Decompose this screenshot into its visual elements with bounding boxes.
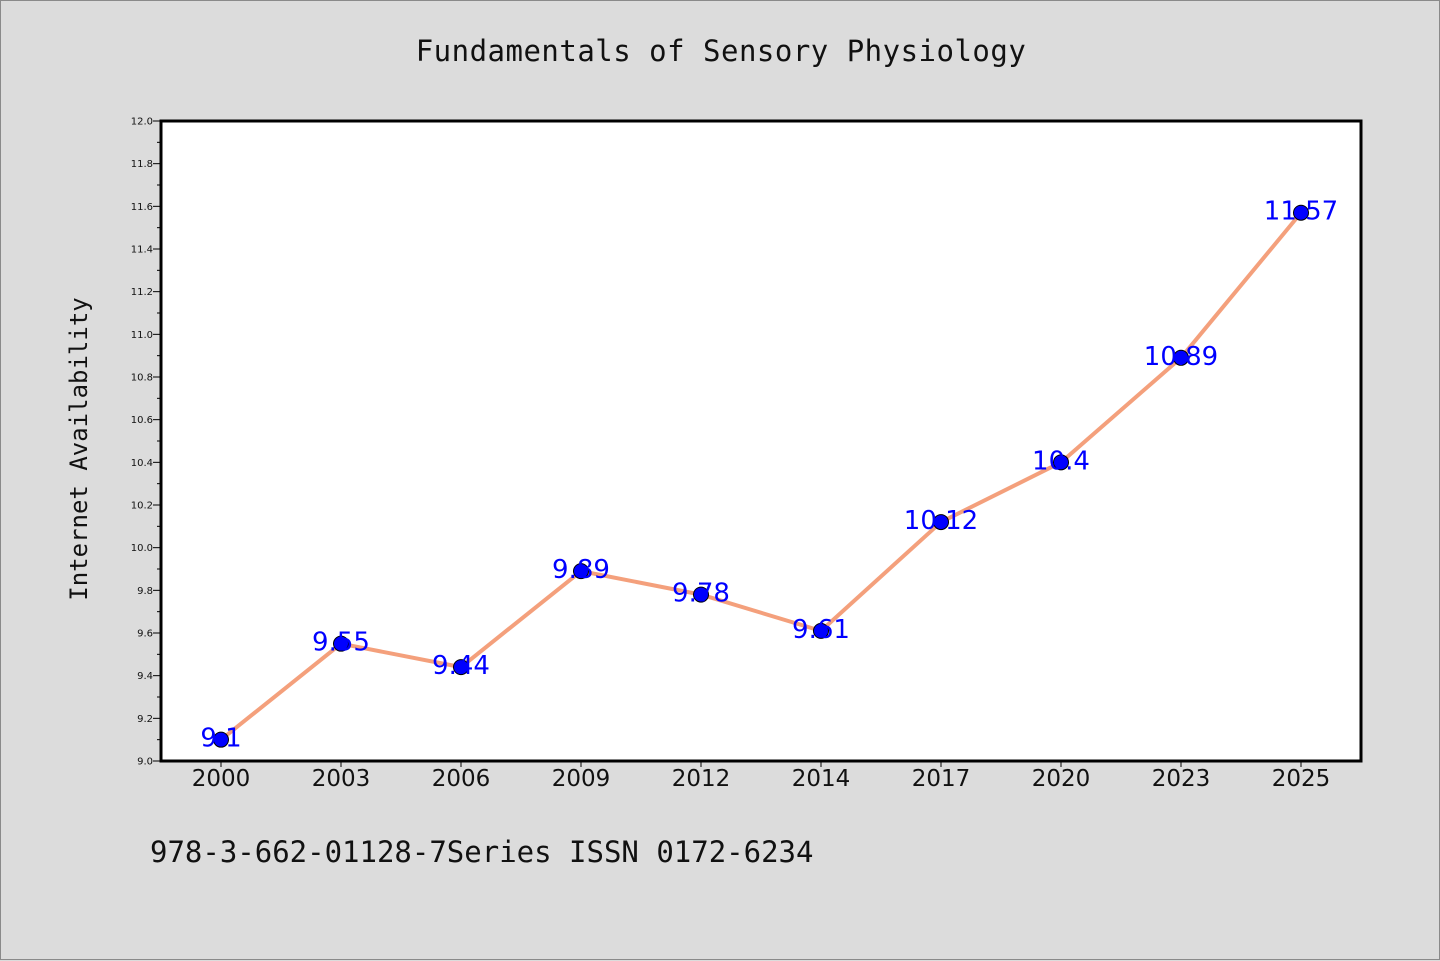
data-label: 9.89 <box>552 555 610 585</box>
series-line <box>219 210 1303 742</box>
data-point <box>333 635 349 652</box>
data-label: 10.89 <box>1144 342 1218 372</box>
y-tick-label: 11.4 <box>131 245 153 256</box>
y-tick-label: 9.6 <box>137 629 153 640</box>
data-point <box>1053 454 1069 471</box>
x-tick-label: 2023 <box>1152 766 1211 792</box>
y-tick-label: 9.0 <box>137 757 153 768</box>
x-tick-label: 2012 <box>672 766 731 792</box>
x-tick-label: 2003 <box>312 766 371 792</box>
x-tick-label: 2009 <box>552 766 611 792</box>
data-label: 9.1 <box>200 724 241 754</box>
y-tick-label: 10.2 <box>131 501 153 512</box>
data-point <box>573 563 589 580</box>
plot-area <box>159 119 1363 763</box>
y-tick-label: 12.0 <box>131 117 153 128</box>
x-axis: 2000 2003 2006 2009 2012 2014 2017 2020 2023 2025 <box>192 761 1331 792</box>
y-tick-label: 10.6 <box>131 415 153 426</box>
x-tick-label: 2025 <box>1272 766 1331 792</box>
y-axis: 9.0 9.2 9.4 9.6 9.8 10.0 10.2 10.4 10.6 10.8 11.0 1… <box>131 117 161 768</box>
y-tick-label: 10.4 <box>131 458 153 469</box>
data-point <box>933 514 949 531</box>
data-point <box>813 622 829 639</box>
data-point <box>453 659 469 676</box>
series-layer: 9.1 9.55 9.44 9.89 9.78 9.61 10.12 10.4 10.89 11.… <box>200 197 1338 754</box>
x-tick-label: 2000 <box>192 766 251 792</box>
data-label: 9.44 <box>432 651 490 681</box>
data-label: 9.61 <box>792 615 850 645</box>
x-tick-label: 2017 <box>912 766 971 792</box>
y-tick-label: 11.6 <box>131 202 153 213</box>
data-point <box>1173 349 1189 366</box>
x-tick-label: 2006 <box>432 766 491 792</box>
chart-title: Fundamentals of Sensory Physiology <box>415 34 1027 68</box>
data-point <box>1293 204 1309 221</box>
y-tick-label: 9.2 <box>137 714 153 725</box>
data-label: 10.12 <box>904 506 978 536</box>
data-label: 10.4 <box>1032 446 1090 476</box>
data-point <box>213 731 229 748</box>
data-label: 11.57 <box>1264 197 1338 227</box>
x-tick-label: 2014 <box>792 766 851 792</box>
x-tick-label: 2020 <box>1032 766 1091 792</box>
y-tick-label: 11.8 <box>131 159 153 170</box>
footer-text: 978-3-662-01128-7Series ISSN 0172-6234 <box>150 835 814 869</box>
data-point <box>693 586 709 603</box>
y-tick-label: 9.4 <box>137 671 153 682</box>
y-tick-label: 10.8 <box>131 373 153 384</box>
y-tick-label: 11.0 <box>131 330 153 341</box>
y-tick-label: 9.8 <box>137 586 153 597</box>
data-label: 9.78 <box>672 579 730 609</box>
y-tick-label: 10.0 <box>131 543 153 554</box>
data-label: 9.55 <box>312 628 370 658</box>
y-tick-label: 11.2 <box>131 287 153 298</box>
y-axis-label: Internet Availability <box>65 297 93 600</box>
